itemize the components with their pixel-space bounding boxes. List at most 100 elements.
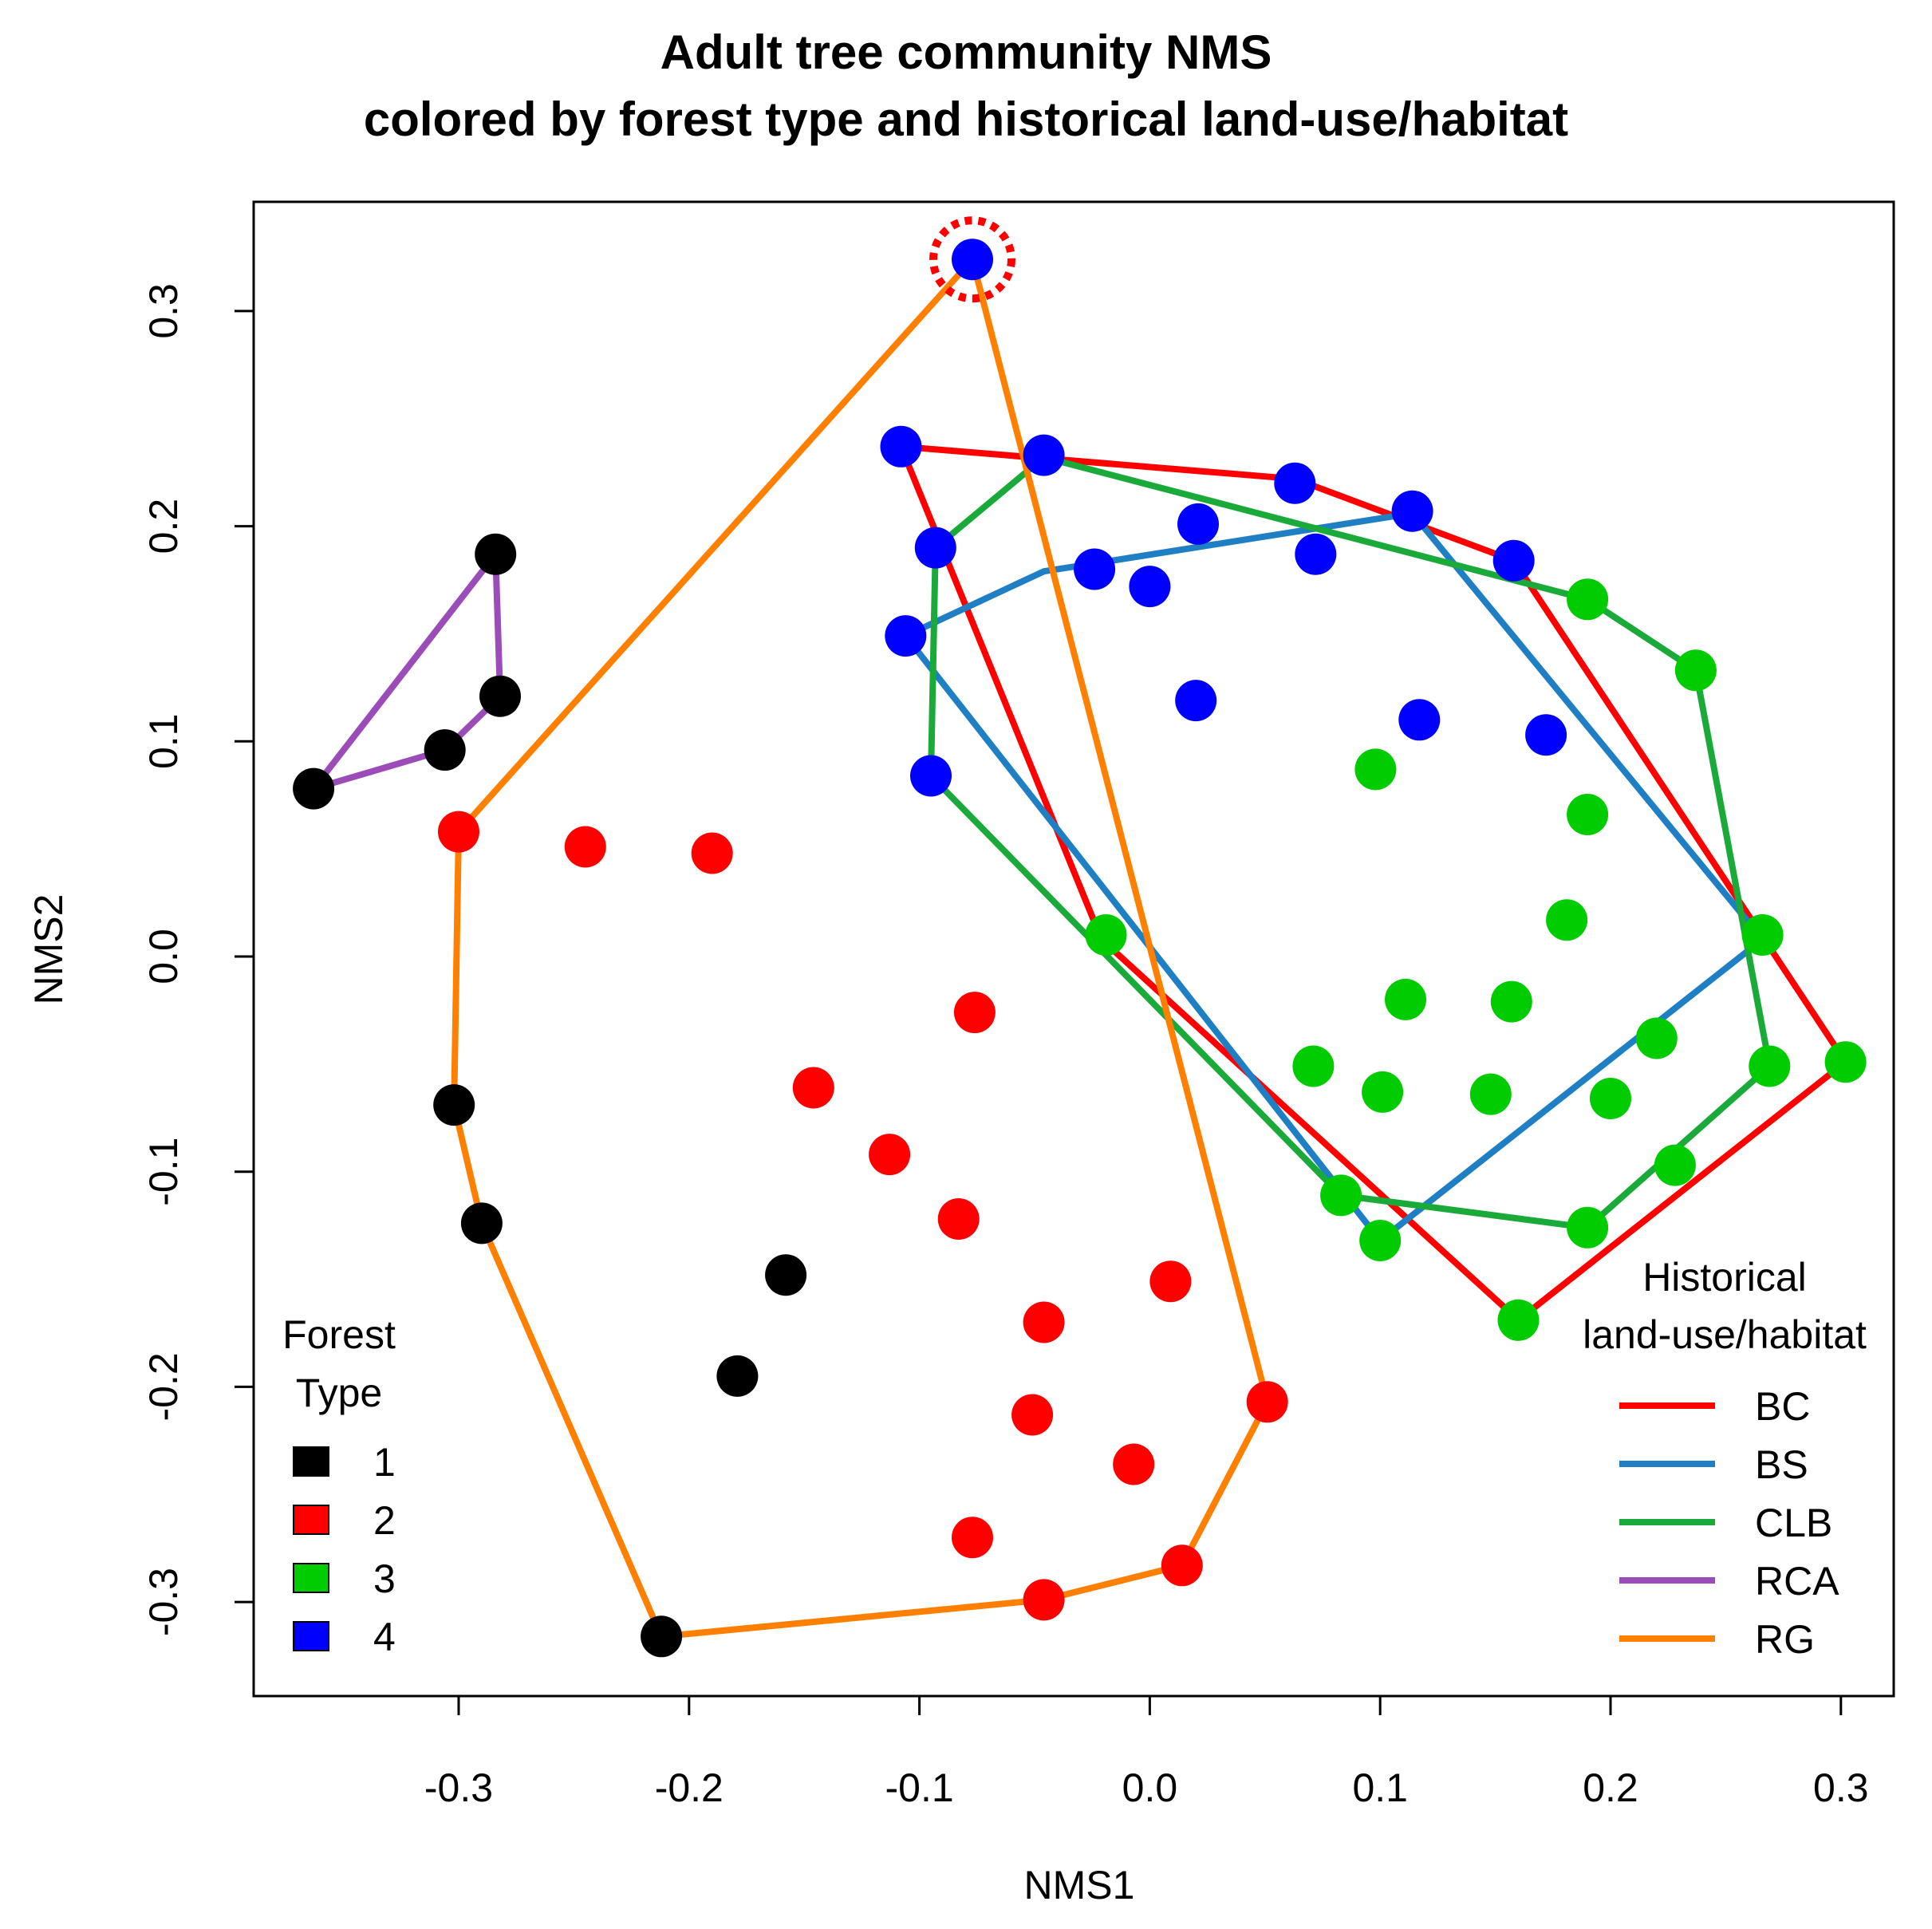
point-type-3 [1292,1045,1335,1087]
point-type-3 [1654,1144,1696,1186]
x-axis-label: NMS1 [1024,1863,1135,1907]
x-tick-label: 0.3 [1813,1765,1869,1810]
point-type-3 [1635,1017,1678,1059]
point-type-2 [953,992,996,1034]
point-type-3 [1085,914,1127,956]
point-type-3 [1320,1174,1362,1217]
point-type-3 [1546,899,1588,941]
chart-title-line-1: Adult tree community NMS [660,26,1272,79]
point-type-2 [792,1067,834,1109]
y-axis: -0.3 -0.2 -0.1 0.0 0.1 0.2 0.3 [141,283,254,1636]
point-type-4 [1129,566,1171,608]
point-type-4 [1295,533,1337,575]
legend-land-use-label: BC [1755,1384,1810,1429]
y-tick-label: 0.2 [141,499,186,554]
legend-land-use-title-line-2: land-use/habitat [1583,1312,1867,1357]
point-type-4 [1274,462,1316,504]
legend-land-use-title-line-1: Historical [1642,1255,1807,1300]
legend-forest-swatch [293,1621,329,1651]
point-type-3 [1567,794,1609,835]
point-type-4 [1023,434,1065,476]
point-layer [293,216,1867,1658]
legend-land-use-label: BS [1755,1442,1808,1487]
point-type-2 [691,832,733,874]
x-tick-label: -0.2 [655,1765,724,1810]
point-type-2 [1246,1381,1288,1423]
point-type-4 [880,425,922,467]
legend-forest-swatch [293,1505,329,1535]
point-type-2 [1023,1579,1065,1621]
hull-bs [903,510,1766,1244]
y-tick-label: -0.2 [141,1352,186,1421]
point-type-3 [1354,748,1397,791]
legend-forest-type-title-line-1: Forest [282,1312,396,1357]
point-type-3 [1490,980,1532,1023]
point-type-3 [1469,1073,1512,1115]
point-type-3 [1590,1078,1631,1119]
point-type-3 [1385,978,1426,1020]
legend-forest-label: 1 [373,1440,396,1485]
point-type-2 [438,811,479,853]
point-type-1 [460,1202,503,1245]
legend-forest-swatch [293,1446,329,1477]
y-tick-label: 0.1 [141,714,186,770]
point-type-2 [937,1198,980,1240]
legend-land-use-label: RCA [1755,1559,1839,1604]
point-type-3 [1567,578,1609,621]
point-type-4 [952,239,993,281]
point-type-4 [1492,539,1535,582]
x-axis: -0.3 -0.2 -0.1 0.0 0.1 0.2 0.3 [424,1694,1869,1810]
point-type-4 [1177,503,1219,545]
point-type-3 [1741,914,1784,956]
chart-title-line-2: colored by forest type and historical la… [364,93,1568,146]
x-tick-label: 0.1 [1352,1765,1408,1810]
y-tick-label: -0.1 [141,1138,186,1206]
point-type-4 [1525,714,1567,756]
point-type-1 [293,767,335,810]
point-type-4 [910,755,952,797]
point-type-1 [716,1355,759,1397]
legend-land-use-label: RG [1755,1617,1815,1662]
point-type-2 [1113,1443,1155,1485]
y-tick-label: 0.0 [141,929,186,984]
legend-forest-swatch [293,1563,329,1593]
point-type-3 [1749,1045,1791,1087]
y-tick-label: 0.3 [141,283,186,339]
point-type-3 [1567,1206,1609,1249]
legend-forest-label: 2 [373,1498,396,1543]
point-type-3 [1497,1299,1540,1341]
legend-forest-label: 4 [373,1615,396,1659]
x-tick-label: 0.0 [1122,1765,1178,1810]
point-type-1 [433,1084,475,1126]
y-tick-label: -0.3 [141,1568,186,1636]
legend-land-use-label: CLB [1755,1501,1832,1545]
point-type-2 [869,1134,911,1176]
point-type-3 [1359,1220,1402,1261]
legend-forest-label: 3 [373,1556,396,1601]
point-type-2 [564,826,606,868]
point-type-3 [1674,649,1717,692]
point-type-4 [914,527,956,569]
point-type-1 [765,1254,807,1296]
point-type-1 [479,675,521,717]
y-axis-label: NMS2 [26,894,71,1005]
legend-forest-type-title-line-2: Type [296,1371,382,1415]
x-tick-label: -0.3 [424,1765,493,1810]
point-type-1 [475,533,517,575]
point-type-4 [1391,490,1433,532]
x-tick-label: -0.1 [885,1765,954,1810]
point-type-4 [1398,699,1441,741]
point-type-1 [424,729,466,771]
point-type-1 [641,1615,683,1658]
point-type-4 [1074,548,1116,590]
point-type-2 [952,1517,993,1559]
highlight-ring [929,216,1015,303]
point-type-2 [1011,1394,1054,1436]
point-type-3 [1362,1071,1404,1113]
point-type-2 [1023,1301,1065,1343]
point-type-4 [885,615,927,657]
point-type-2 [1149,1260,1192,1303]
point-type-4 [1175,680,1217,722]
point-type-3 [1824,1041,1867,1083]
legend-land-use: Historical land-use/habitat BC BS CLB RCA RG [1583,1255,1867,1662]
